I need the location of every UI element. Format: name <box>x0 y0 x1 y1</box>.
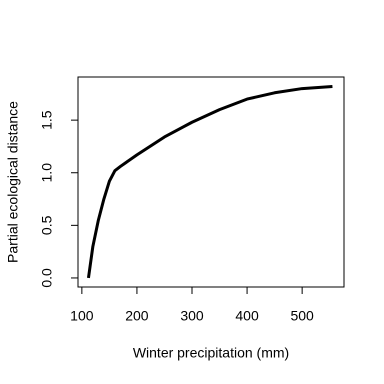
y-tick-label: 0.0 <box>39 268 55 288</box>
x-tick-label: 500 <box>290 308 314 324</box>
y-axis-label: Partial ecological distance <box>5 101 21 263</box>
y-tick-label: 0.5 <box>39 215 55 235</box>
y-tick-label: 1.0 <box>39 163 55 183</box>
x-tick-label: 300 <box>180 308 204 324</box>
y-tick-label: 1.5 <box>39 110 55 130</box>
x-tick-label: 100 <box>70 308 94 324</box>
data-line <box>86 84 333 279</box>
plot-box <box>77 76 345 288</box>
x-tick-label: 200 <box>125 308 149 324</box>
x-tick-label: 400 <box>235 308 259 324</box>
x-axis-label: Winter precipitation (mm) <box>133 345 289 361</box>
